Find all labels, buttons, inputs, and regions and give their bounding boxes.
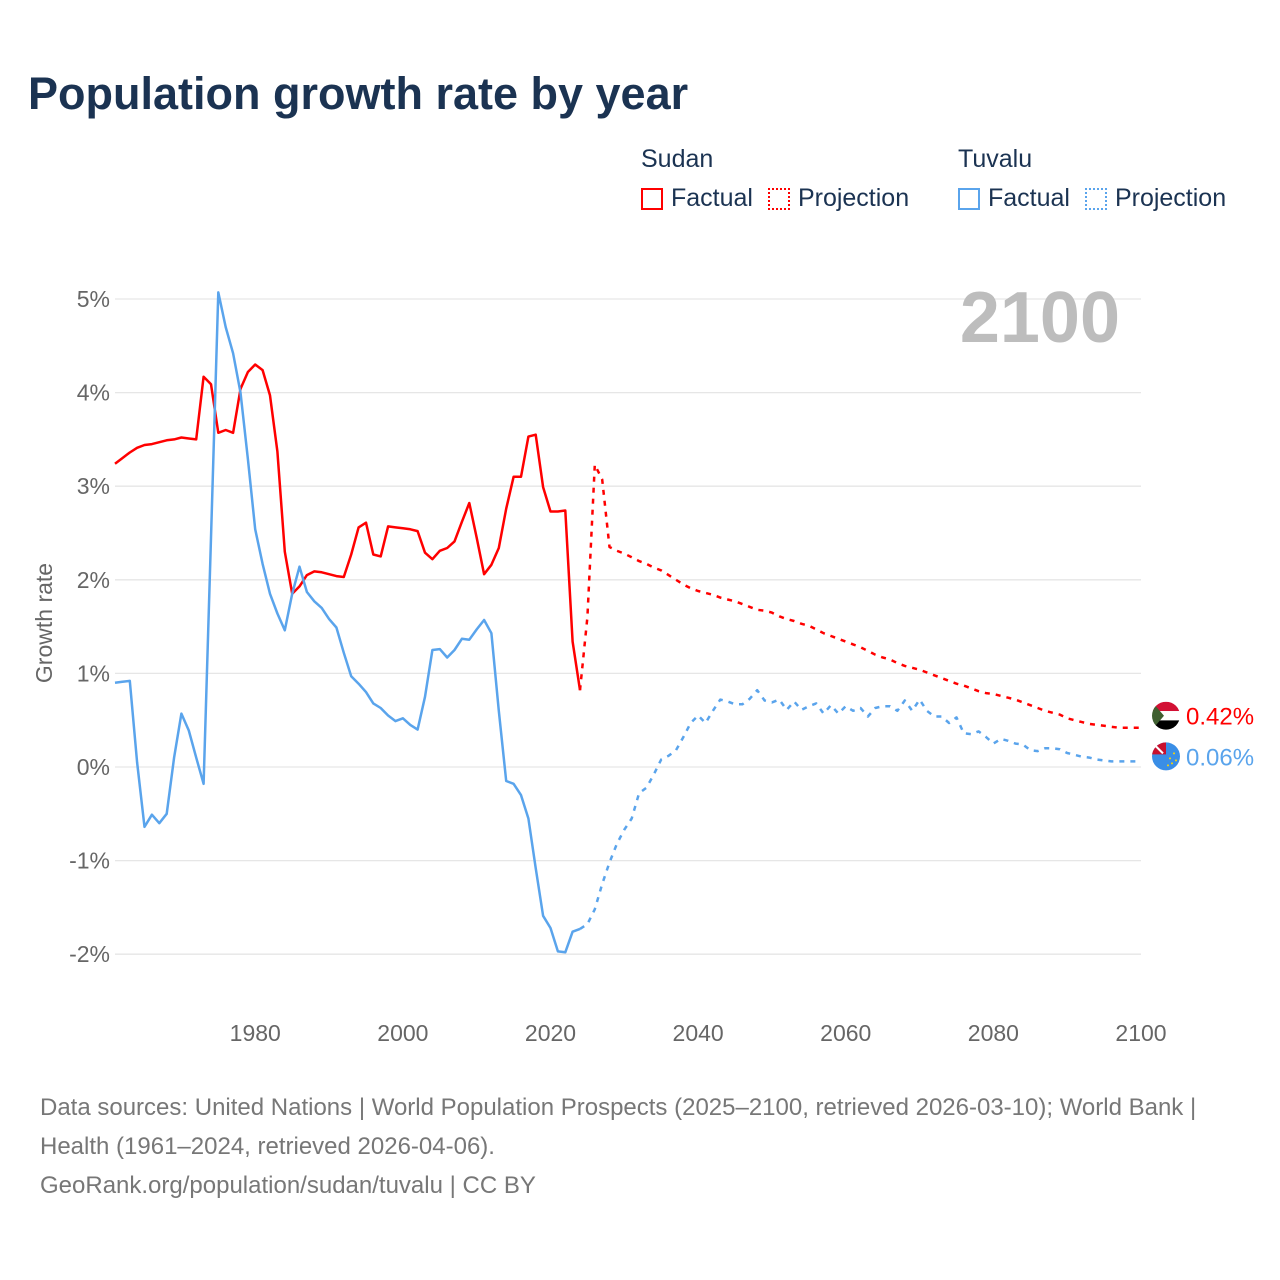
solid-swatch-icon (958, 187, 980, 210)
chart-title: Population growth rate by year (28, 68, 689, 119)
y-tick-label: 2% (77, 567, 110, 593)
y-tick-label: 3% (77, 473, 110, 499)
solid-swatch-icon (641, 187, 663, 210)
flag-sudan-icon (1152, 701, 1180, 730)
y-tick-label: -1% (69, 848, 110, 874)
x-tick-label: 2040 (673, 1020, 724, 1046)
series-line-sudan-projection[interactable] (578, 463, 1141, 729)
flag-tuvalu-icon (1152, 742, 1180, 771)
y-tick-label: -2% (69, 941, 110, 967)
legend-label: Factual (671, 184, 753, 212)
legend-tuvalu-factual[interactable]: Factual (958, 184, 1070, 213)
legend-label: Factual (988, 184, 1070, 212)
y-tick-label: 5% (77, 286, 110, 312)
y-tick-label: 1% (77, 660, 110, 686)
y-axis-label: Growth rate (31, 563, 57, 683)
legend-group-name: Sudan (641, 145, 714, 173)
footer: Data sources: United Nations | World Pop… (40, 1088, 1240, 1205)
x-tick-label: 2000 (377, 1020, 428, 1046)
data-sources: Data sources: United Nations | World Pop… (40, 1094, 1197, 1160)
series-line-tuvalu-projection[interactable] (579, 688, 1141, 930)
y-tick-label: 0% (77, 754, 110, 780)
year-watermark: 2100 (960, 278, 1120, 358)
series-line-tuvalu-factual[interactable] (114, 291, 581, 954)
legend-tuvalu-projection[interactable]: Projection (1084, 184, 1227, 213)
credit-link[interactable]: GeoRank.org/population/sudan/tuvalu | CC… (40, 1172, 536, 1199)
x-tick-label: 2100 (1115, 1020, 1166, 1046)
legend-label: Projection (797, 184, 910, 212)
legend-sudan-factual[interactable]: Factual (641, 184, 753, 213)
legend-group-sudan: Sudan Factual Projection (641, 145, 917, 217)
x-tick-label: 2020 (525, 1020, 576, 1046)
legend-group-name: Tuvalu (958, 145, 1033, 173)
legend-sudan-projection[interactable]: Projection (767, 184, 910, 213)
x-tick-label: 1980 (230, 1020, 281, 1046)
x-tick-label: 2060 (820, 1020, 871, 1046)
end-value-label: 0.06% (1186, 744, 1254, 771)
legend-group-tuvalu: Tuvalu Factual Projection (958, 145, 1234, 217)
dotted-swatch-icon (767, 187, 790, 210)
end-value-label: 0.42% (1186, 704, 1254, 731)
series-line-sudan-factual[interactable] (114, 363, 582, 691)
y-tick-label: 4% (77, 380, 110, 406)
dotted-swatch-icon (1084, 187, 1107, 210)
x-tick-label: 2080 (968, 1020, 1019, 1046)
legend-label: Projection (1114, 184, 1227, 212)
